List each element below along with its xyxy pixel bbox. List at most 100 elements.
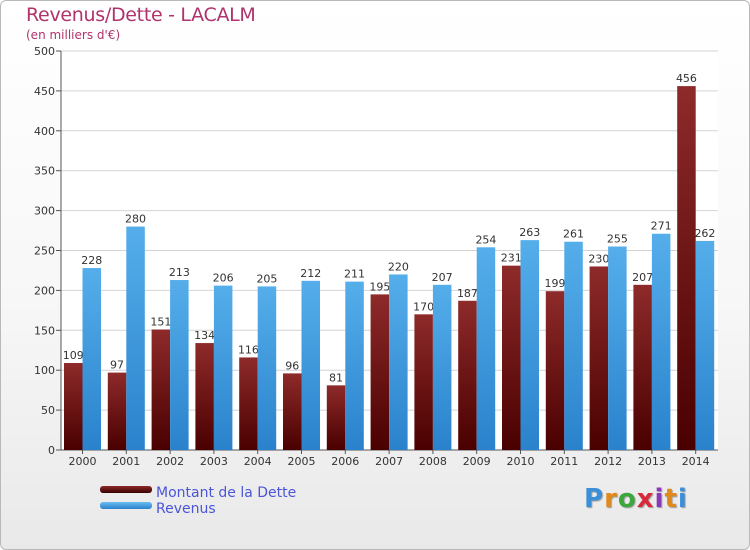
data-label: 231 (501, 252, 522, 265)
data-label: 213 (169, 266, 190, 279)
bar-debt (107, 372, 127, 450)
x-tick-label: 2012 (594, 455, 622, 468)
data-label: 255 (607, 233, 628, 246)
bar-debt (502, 265, 521, 450)
x-tick-label: 2003 (200, 455, 228, 468)
y-tick-label: 150 (34, 324, 55, 337)
y-tick-label: 500 (34, 45, 55, 58)
data-label: 199 (545, 277, 566, 290)
y-tick-label: 200 (34, 284, 55, 297)
data-label: 212 (300, 267, 321, 280)
data-label: 230 (588, 252, 609, 265)
logo-letter: i (654, 484, 665, 514)
data-label: 97 (110, 359, 124, 372)
data-label: 254 (475, 233, 496, 246)
bar-debt (239, 357, 258, 450)
bar-debt (370, 294, 390, 450)
logo-letter: P (584, 484, 605, 514)
y-tick-label: 300 (34, 205, 55, 218)
bar-revenue (213, 285, 233, 450)
bar-revenue (82, 268, 101, 450)
data-label: 228 (81, 254, 102, 267)
x-tick-label: 2000 (69, 455, 97, 468)
x-tick-label: 2007 (375, 455, 403, 468)
logo-letter: x (636, 484, 655, 514)
y-tick-label: 250 (34, 245, 55, 258)
bar-revenue (520, 240, 539, 450)
bar-debt (458, 300, 477, 450)
x-tick-label: 2008 (419, 455, 447, 468)
x-tick-label: 2005 (288, 455, 316, 468)
bar-debt (326, 385, 346, 450)
data-label: 195 (369, 280, 390, 293)
bar-debt (195, 343, 214, 450)
legend-label-revenue: Revenus (156, 501, 216, 517)
data-label: 262 (694, 227, 715, 240)
data-label: 187 (457, 287, 478, 300)
x-tick-label: 2009 (463, 455, 491, 468)
data-label: 81 (329, 371, 343, 384)
x-tick-label: 2001 (112, 455, 140, 468)
data-label: 261 (563, 228, 584, 241)
x-tick-label: 2010 (507, 455, 535, 468)
bar-revenue (608, 246, 627, 450)
x-tick-label: 2011 (550, 455, 578, 468)
bar-debt (633, 284, 652, 450)
bar-revenue (345, 281, 364, 450)
bar-debt (545, 291, 565, 450)
data-label: 109 (63, 349, 84, 362)
logo-letter: i (677, 484, 688, 514)
data-label: 207 (432, 271, 453, 284)
data-label: 205 (256, 272, 277, 285)
bar-debt (414, 314, 433, 450)
chart-title: Revenus/Dette - LACALM (26, 4, 256, 26)
legend-swatch-revenue (100, 502, 152, 509)
data-label: 206 (213, 272, 234, 285)
x-tick-label: 2013 (638, 455, 666, 468)
data-label: 207 (632, 271, 653, 284)
bar-revenue (476, 247, 496, 450)
bar-revenue (126, 226, 145, 450)
bar-revenue (432, 284, 452, 450)
y-tick-label: 100 (34, 364, 55, 377)
data-label: 280 (125, 213, 146, 226)
data-label: 96 (285, 359, 299, 372)
y-tick-label: 0 (48, 444, 55, 457)
data-label: 211 (344, 268, 365, 281)
logo-letter: r (604, 484, 618, 514)
logo-letter: t (664, 484, 678, 514)
data-label: 456 (676, 72, 697, 85)
bar-debt (589, 266, 609, 450)
bar-revenue (389, 274, 408, 450)
data-label: 170 (413, 300, 434, 313)
bar-revenue (695, 240, 715, 450)
data-label: 151 (150, 316, 171, 329)
data-label: 116 (238, 343, 259, 356)
bar-debt (283, 373, 302, 450)
x-tick-label: 2002 (156, 455, 184, 468)
bar-revenue (301, 280, 320, 450)
data-label: 220 (388, 260, 409, 273)
bar-debt (677, 86, 696, 450)
bar-revenue (564, 241, 583, 450)
x-tick-label: 2014 (682, 455, 710, 468)
x-tick-label: 2004 (244, 455, 272, 468)
bar-debt (64, 363, 83, 450)
bar-debt (151, 329, 171, 450)
y-tick-label: 50 (41, 404, 55, 417)
x-tick-label: 2006 (331, 455, 359, 468)
chart-subtitle: (en milliers d'€) (26, 28, 121, 42)
data-label: 134 (194, 329, 215, 342)
y-tick-label: 350 (34, 165, 55, 178)
legend-swatch-debt (100, 486, 152, 493)
proxiti-logo: Proxiti (584, 484, 688, 514)
legend-label-debt: Montant de la Dette (156, 485, 297, 501)
y-tick-label: 450 (34, 85, 55, 98)
bar-revenue (170, 280, 189, 450)
data-label: 263 (519, 226, 540, 239)
y-tick-label: 400 (34, 125, 55, 138)
bar-revenue (651, 233, 671, 450)
logo-letter: o (617, 484, 637, 514)
bar-revenue (257, 286, 277, 450)
